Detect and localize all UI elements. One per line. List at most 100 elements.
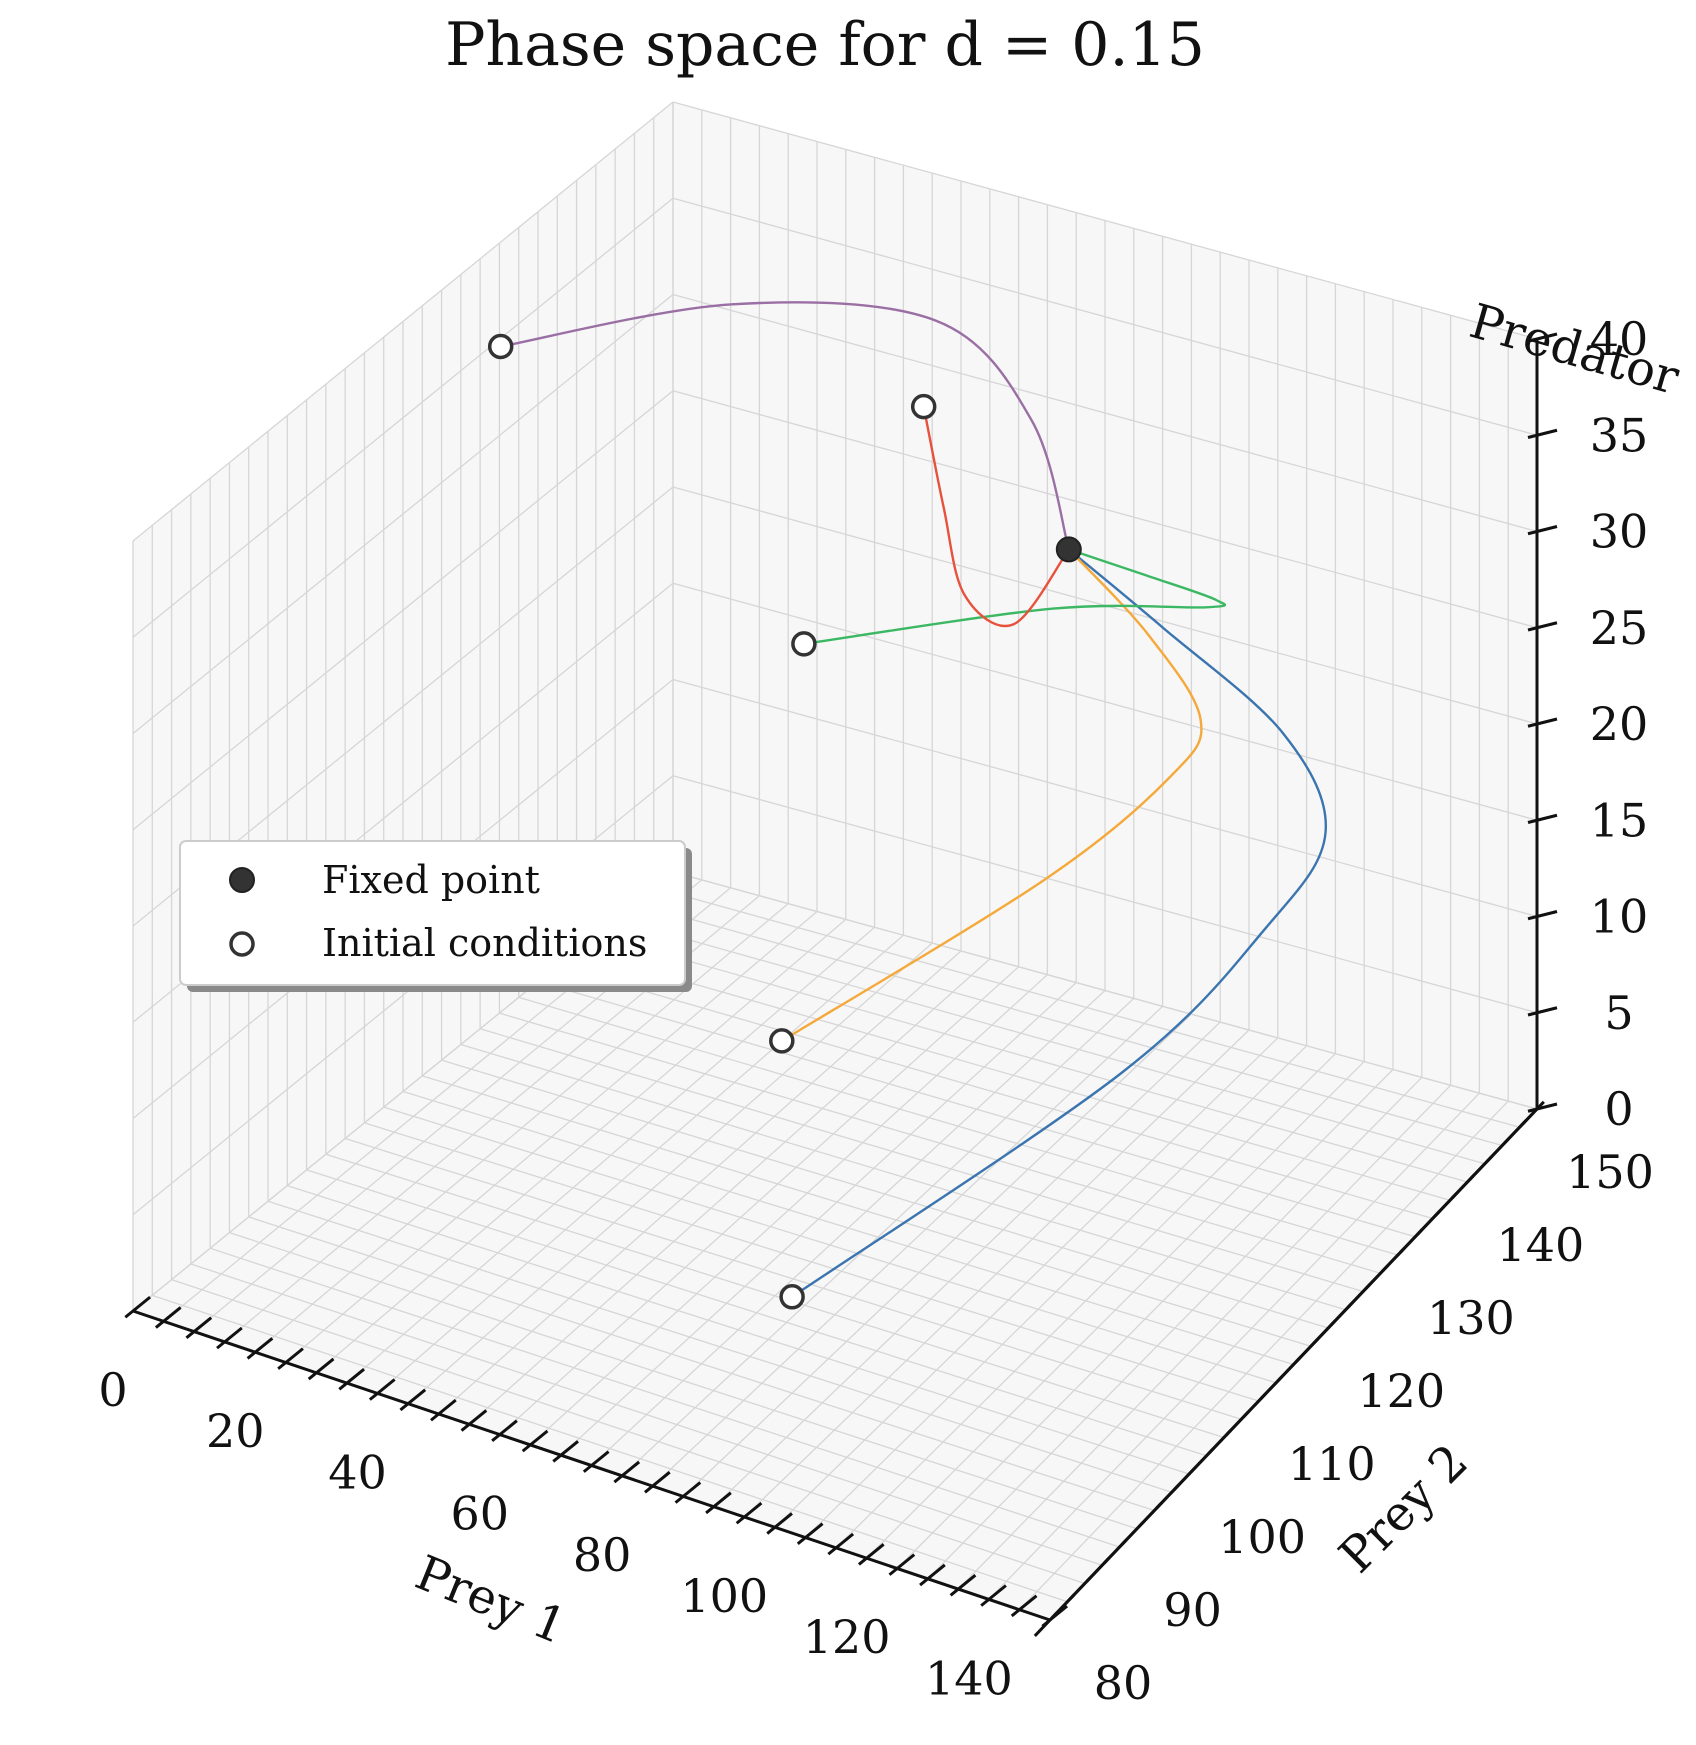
grid-line: [402, 1090, 1294, 1366]
trajectory-line-5: [500, 301, 1070, 550]
x-tick: [705, 1491, 732, 1515]
grid-line: [672, 390, 1538, 629]
grid-line: [537, 981, 1416, 1238]
grid-line: [557, 965, 1433, 1220]
x-tick: [980, 1584, 1007, 1607]
grid-line: [364, 1122, 1259, 1402]
grid-line: [132, 197, 674, 638]
z-tick-label: 5: [1604, 986, 1633, 1040]
z-tick: [1527, 1006, 1558, 1017]
x-tick: [216, 1326, 243, 1350]
grid-line: [672, 582, 1538, 821]
x-tick: [430, 1398, 457, 1422]
legend-initial-conditions-marker: [229, 931, 255, 957]
x-tick: [124, 1295, 152, 1319]
legend-box: [179, 840, 686, 986]
chart-title: Phase space for d = 0.15: [445, 10, 1205, 80]
x-axis-label: Prey 1: [408, 1545, 574, 1656]
grid-line: [614, 918, 1485, 1165]
y-tick-label: 80: [1094, 1656, 1153, 1710]
grid-line: [190, 1263, 1103, 1566]
z-tick-label: 0: [1604, 1082, 1633, 1136]
z-tick-label: 30: [1590, 505, 1649, 559]
grid-line: [499, 1012, 1381, 1274]
z-tick-label: 25: [1590, 601, 1649, 655]
x-tick-label: 80: [573, 1528, 632, 1582]
initial-condition-marker-1: [779, 1284, 805, 1310]
grid-line: [229, 1231, 1138, 1530]
grid-line: [672, 101, 1538, 340]
x-tick: [644, 1471, 671, 1494]
x-tick: [613, 1460, 641, 1484]
z-tick: [1527, 525, 1558, 536]
trajectories: [500, 301, 1328, 1298]
grid-line: [672, 871, 1538, 1110]
markers: [487, 333, 1082, 1310]
grid-line: [479, 1028, 1364, 1293]
x-tick: [368, 1378, 396, 1401]
initial-condition-marker-3: [791, 631, 817, 657]
initial-condition-marker-5: [487, 333, 514, 360]
y-tick-label: 120: [1357, 1364, 1445, 1418]
grid-line: [441, 1059, 1329, 1329]
x-tick: [888, 1553, 916, 1576]
grid-line: [634, 902, 1503, 1147]
grid-line: [595, 934, 1468, 1183]
z-tick-label: 15: [1590, 793, 1649, 847]
fixed-point-marker: [1055, 536, 1082, 563]
trajectory-line-4: [922, 406, 1070, 627]
y-tick-label: 130: [1427, 1291, 1515, 1345]
grid-line: [672, 197, 1538, 436]
grid-line: [132, 101, 674, 542]
grid-line: [152, 1294, 1068, 1603]
y-tick: [1520, 1100, 1545, 1126]
trajectory-line-2: [781, 548, 1203, 1042]
x-tick: [949, 1574, 977, 1597]
grid-line: [672, 775, 1538, 1014]
x-tick: [735, 1501, 763, 1525]
y-tick-label: 150: [1566, 1145, 1654, 1199]
grid-line: [209, 1247, 1120, 1548]
x-tick-label: 20: [206, 1404, 265, 1458]
x-tick: [582, 1450, 610, 1473]
grid-line: [325, 1153, 1225, 1439]
x-tick: [674, 1481, 702, 1504]
x-tick: [154, 1306, 182, 1329]
trajectory-line-3: [803, 548, 1227, 646]
x-tick: [338, 1368, 365, 1391]
grid-line: [287, 1184, 1190, 1475]
legend: Fixed point Initial conditions: [179, 840, 692, 992]
z-tick: [1527, 621, 1558, 632]
grid-line: [653, 887, 1520, 1128]
y-tick-label: 110: [1288, 1437, 1376, 1491]
z-tick-label: 20: [1590, 697, 1649, 751]
x-tick: [1010, 1594, 1038, 1618]
z-tick: [1527, 813, 1558, 824]
x-tick: [460, 1409, 488, 1432]
x-tick: [277, 1347, 304, 1370]
y-tick-label: 90: [1163, 1583, 1222, 1637]
grid-line: [460, 1043, 1346, 1311]
grid-line: [422, 1075, 1312, 1347]
x-tick: [919, 1563, 946, 1587]
grid-line: [672, 293, 1538, 533]
grid-line: [576, 949, 1451, 1201]
legend-label-fixed-point: Fixed point: [322, 858, 540, 902]
x-tick: [857, 1543, 885, 1566]
x-tick: [552, 1440, 579, 1463]
grid-line: [383, 1106, 1277, 1384]
initial-condition-marker-4: [910, 393, 937, 420]
x-tick-label: 60: [451, 1487, 510, 1541]
x-tick: [827, 1532, 855, 1556]
grid-line: [306, 1169, 1207, 1457]
z-tick: [1527, 332, 1558, 343]
x-tick: [796, 1522, 824, 1546]
trajectory-line-1: [791, 548, 1328, 1298]
grid-line: [132, 390, 674, 831]
grid-line: [248, 1216, 1155, 1512]
z-tick-label: 35: [1590, 408, 1649, 462]
x-tick-label: 0: [98, 1363, 127, 1417]
z-tick: [1527, 428, 1558, 439]
z-tick-label: 10: [1590, 890, 1649, 944]
